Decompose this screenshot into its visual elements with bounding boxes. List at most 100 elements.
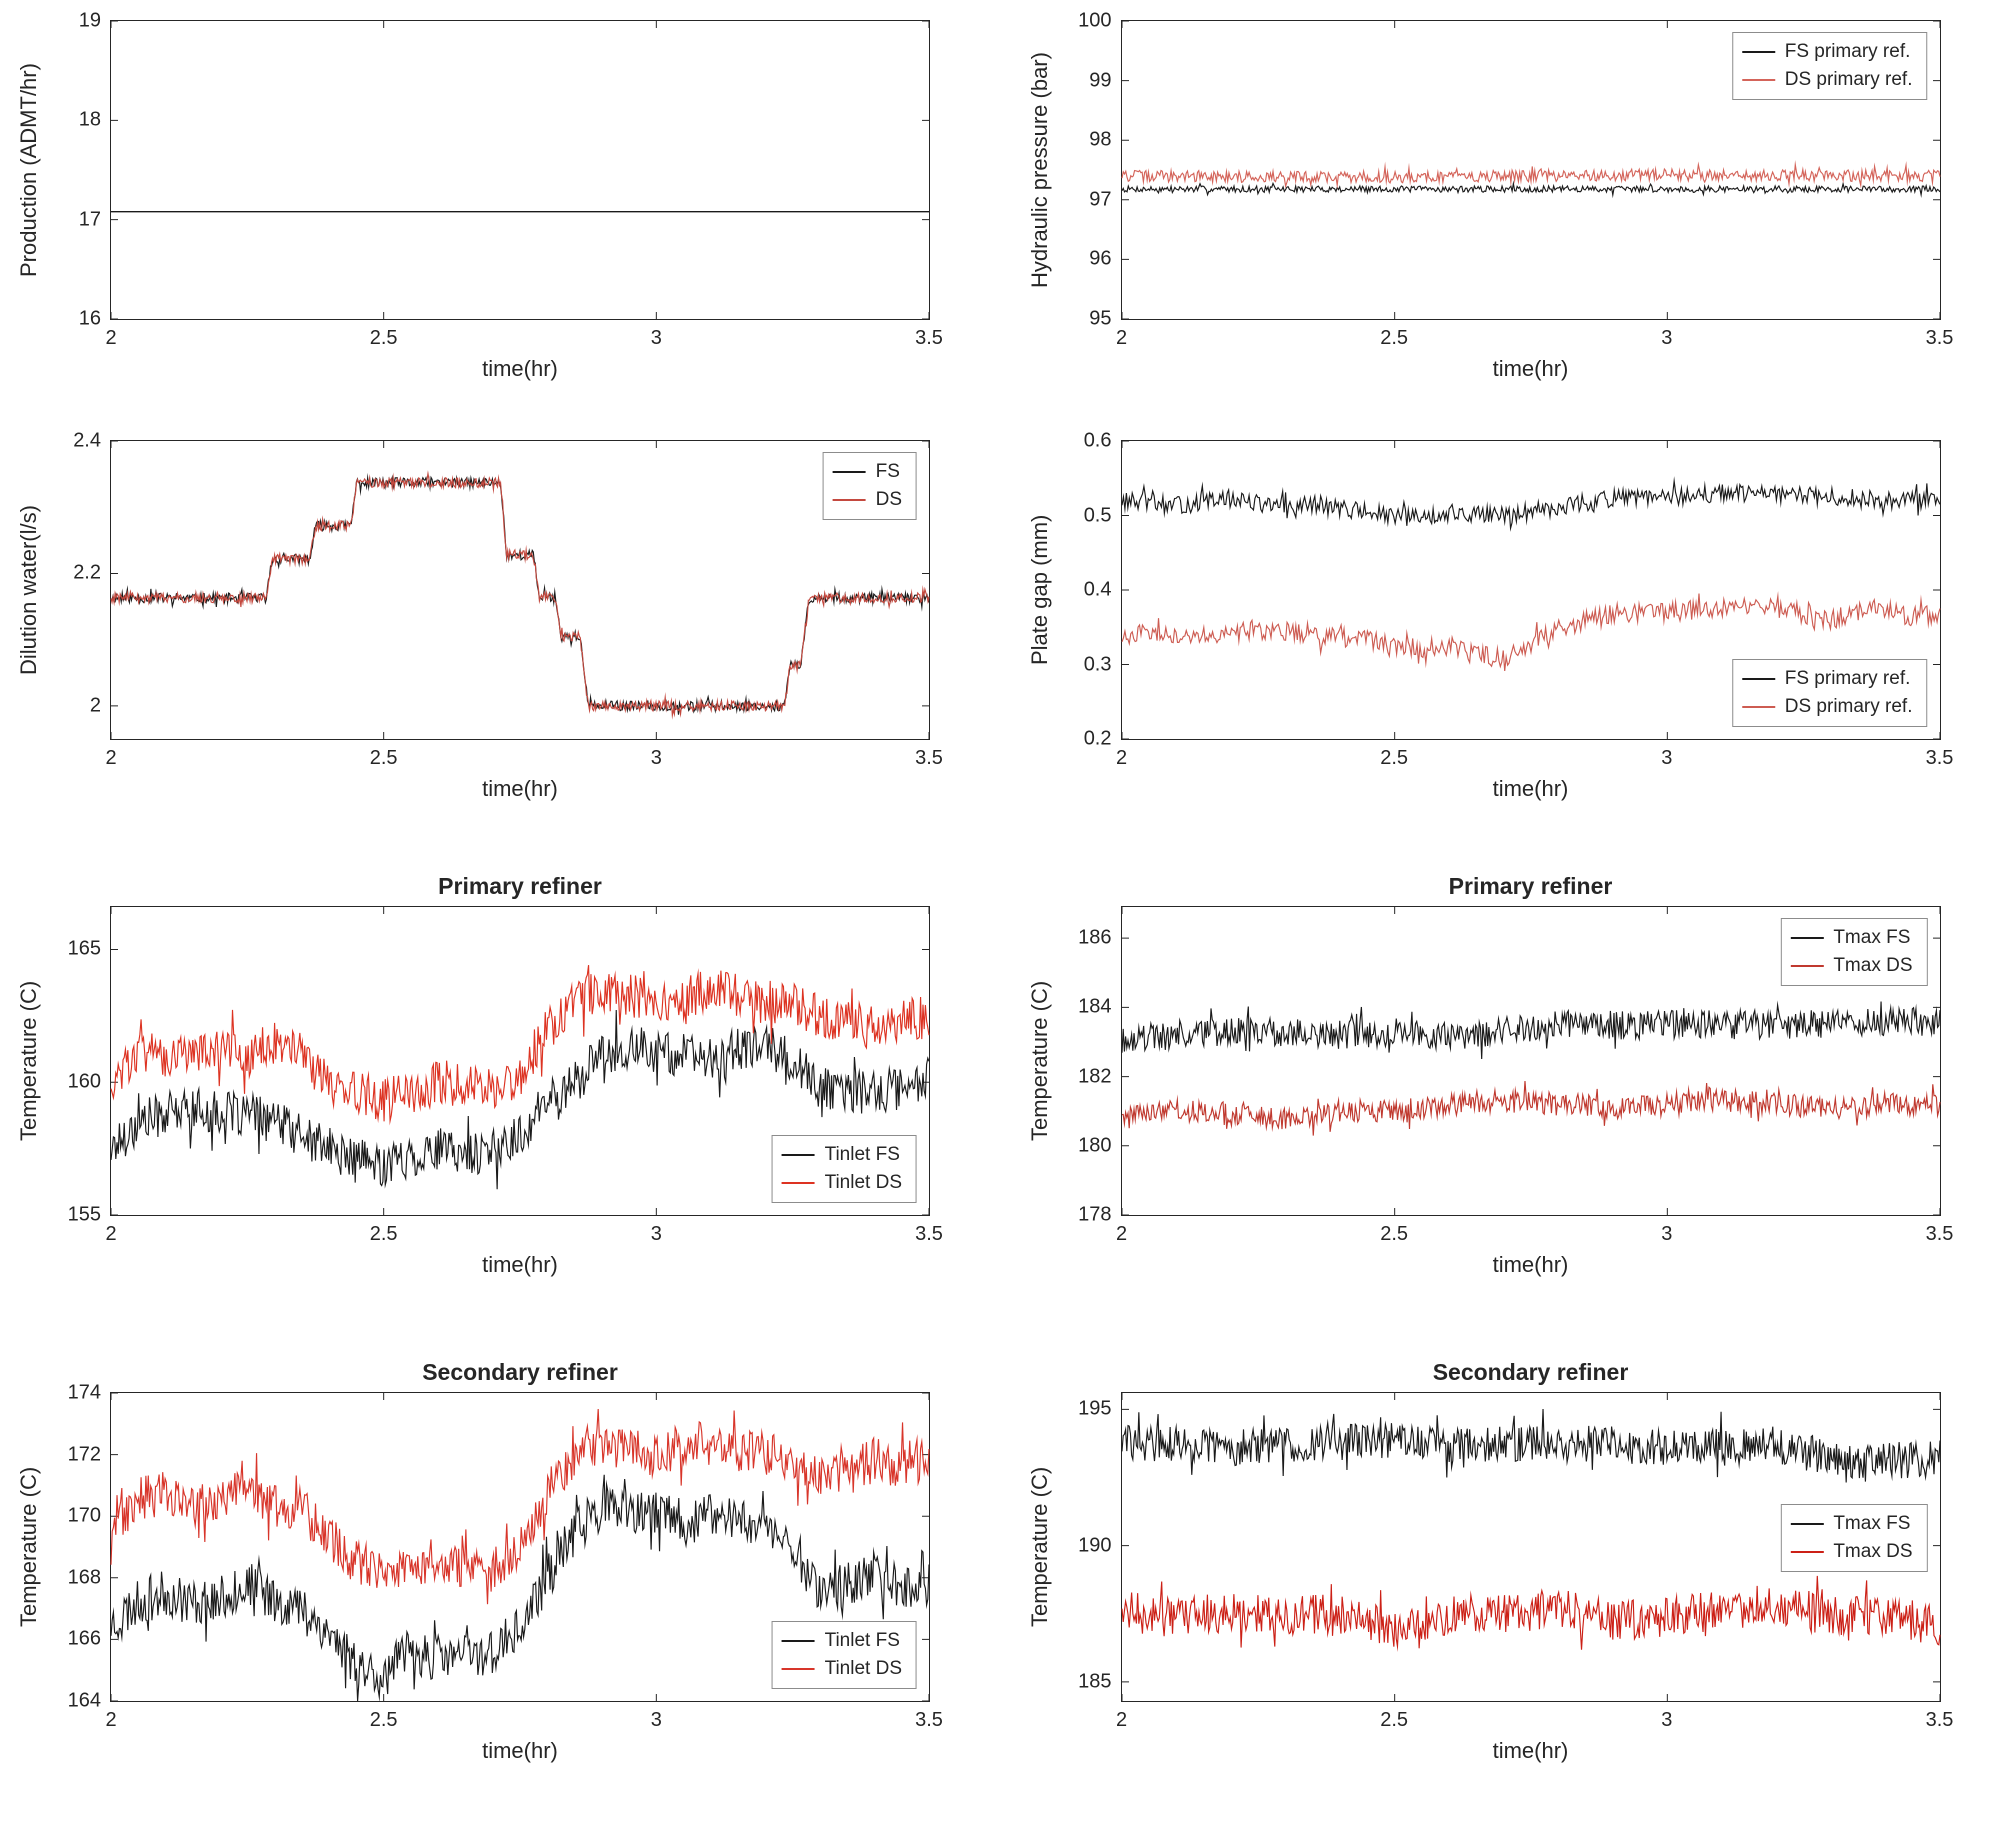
x-tick-label: 3.5 [915, 1709, 943, 1731]
y-tick-label: 16 [78, 307, 101, 330]
x-tick-label: 2.5 [1380, 747, 1409, 769]
x-tick-label: 2 [105, 1709, 117, 1731]
y-axis-label: Temperature (C) [16, 980, 41, 1142]
x-axis-label: time(hr) [482, 776, 558, 801]
legend-entry: Tinlet FS [781, 1627, 902, 1655]
x-tick-label: 2.5 [369, 327, 398, 349]
x-tick-label: 3.5 [1925, 1709, 1954, 1731]
plot-area: 2 2.5 3 3.5 178 180 182 184 186 Tmax FS Tmax DS [1057, 906, 1953, 1250]
legend-label: Tmax FS [1833, 1513, 1911, 1534]
x-tick-label: 2.5 [369, 1709, 398, 1731]
y-tick-label: 99 [1089, 69, 1112, 92]
x-axis-label: time(hr) [1492, 1252, 1569, 1277]
legend: Tmax FS Tmax DS [1780, 1504, 1928, 1572]
legend-line-sample-icon [832, 471, 866, 473]
x-axis-label: time(hr) [482, 1252, 558, 1277]
legend-line-sample-icon [1790, 937, 1824, 939]
plot-area: 2 2.5 3 3.5 155 160 165 Tinlet FS Tinlet DS [46, 906, 943, 1250]
chart-title: Primary refiner [1448, 873, 1613, 899]
plot-area: 2 2.5 3 3.5 2 2.2 2.4 FS DS [46, 430, 943, 774]
legend-entry: Tinlet DS [781, 1169, 902, 1197]
legend-entry: FS primary ref. [1741, 665, 1913, 693]
y-axis-label: Hydraulic pressure (bar) [1026, 52, 1052, 288]
y-tick-label: 2 [89, 694, 101, 717]
x-tick-label: 3.5 [915, 1223, 943, 1245]
x-tick-label: 3 [1661, 1223, 1673, 1245]
legend-entry: FS primary ref. [1741, 38, 1913, 66]
legend-entry: DS primary ref. [1741, 693, 1913, 721]
plot-area: 2 2.5 3 3.5 0.2 0.3 0.4 0.5 0.6 FS primary ref. DS… [1057, 430, 1954, 774]
legend-entry: Tinlet DS [781, 1655, 902, 1683]
y-tick-label: 100 [1078, 9, 1112, 32]
chart-primary-refiner-tmax: Primary refiner Temperature (C) 2 2.5 3 3.5… [1023, 856, 1988, 1342]
legend-label: Tmax DS [1833, 955, 1913, 976]
y-tick-label: 190 [1078, 1534, 1112, 1557]
x-tick-label: 2 [105, 1223, 117, 1245]
legend-label: Tinlet DS [824, 1658, 902, 1679]
x-tick-label: 2.5 [1380, 1709, 1409, 1731]
plot-canvas [110, 440, 930, 740]
plot-area: 2 2.5 3 3.5 185 190 195 Tmax FS Tmax DS [1057, 1392, 1953, 1736]
x-tick-label: 3.5 [915, 327, 943, 349]
plot-area: 2 2.5 3 3.5 95 96 97 98 99 100 FS primary ref. DS p… [1057, 10, 1953, 354]
y-tick-label: 170 [67, 1504, 101, 1527]
y-tick-label: 184 [1078, 995, 1112, 1018]
y-tick-label: 19 [78, 9, 101, 32]
legend-line-sample-icon [1741, 678, 1775, 680]
y-tick-label: 0.2 [1083, 727, 1112, 750]
y-tick-label: 185 [1078, 1670, 1112, 1693]
x-tick-label: 3 [650, 1709, 662, 1731]
y-tick-label: 165 [67, 937, 101, 960]
legend-line-sample-icon [832, 499, 866, 501]
legend-entry: DS [832, 486, 902, 514]
x-tick-label: 3 [1661, 1709, 1673, 1731]
y-axis-label: Plate gap (mm) [1026, 514, 1052, 666]
y-tick-label: 178 [1078, 1203, 1112, 1226]
y-tick-label: 186 [1078, 926, 1112, 949]
x-axis-label: time(hr) [1492, 356, 1569, 381]
x-tick-label: 3.5 [1925, 1223, 1954, 1245]
chart-production: Production (ADMT/hr) 2 2.5 3 3.5 16 17 18 19 ti… [12, 6, 977, 426]
legend-line-sample-icon [1741, 51, 1775, 53]
plot-area: 2 2.5 3 3.5 164 166 168 170 172 174 Tinlet FS Tinle… [46, 1382, 943, 1736]
x-tick-label: 3 [1661, 747, 1673, 769]
x-axis-label: time(hr) [1492, 1738, 1569, 1763]
legend-line-sample-icon [781, 1182, 815, 1184]
chart-title: Secondary refiner [422, 1359, 618, 1385]
legend-label: FS primary ref. [1784, 668, 1911, 689]
legend-entry: Tinlet FS [781, 1141, 902, 1169]
y-axis-label: Dilution water(l/s) [16, 505, 41, 675]
y-tick-label: 174 [67, 1381, 101, 1404]
x-tick-label: 3.5 [1925, 747, 1954, 769]
legend-label: Tmax FS [1833, 927, 1911, 948]
chart-secondary-refiner-tinlet: Secondary refiner Temperature (C) 2 2.5 3 3… [12, 1342, 977, 1828]
legend-line-sample-icon [781, 1668, 815, 1670]
chart-dilution-water: Dilution water(l/s) 2 2.5 3 3.5 2 2.2 2.4 FS DS … [12, 426, 977, 856]
x-tick-label: 3 [650, 747, 662, 769]
legend-label: DS [875, 489, 902, 510]
x-tick-label: 2.5 [369, 747, 398, 769]
x-tick-label: 2 [1115, 1709, 1128, 1731]
legend: FS primary ref. DS primary ref. [1731, 659, 1928, 727]
x-tick-label: 2 [105, 747, 117, 769]
x-axis-label: time(hr) [482, 1738, 558, 1763]
chart-title: Primary refiner [438, 873, 602, 899]
y-tick-label: 18 [78, 108, 101, 131]
legend-line-sample-icon [1790, 1551, 1824, 1553]
legend: Tinlet FS Tinlet DS [771, 1621, 917, 1689]
y-tick-label: 17 [78, 208, 101, 231]
legend: Tmax FS Tmax DS [1780, 918, 1928, 986]
legend-line-sample-icon [781, 1640, 815, 1642]
y-axis-label: Temperature (C) [1026, 980, 1052, 1142]
y-axis-label: Temperature (C) [1026, 1466, 1052, 1628]
y-tick-label: 168 [67, 1566, 101, 1589]
y-tick-label: 160 [67, 1070, 101, 1093]
y-tick-label: 0.6 [1083, 429, 1112, 452]
x-tick-label: 3 [650, 327, 662, 349]
legend-label: FS primary ref. [1784, 41, 1911, 62]
y-tick-label: 2.4 [73, 429, 101, 452]
chart-plate-gap: Plate gap (mm) 2 2.5 3 3.5 0.2 0.3 0.4 0.5 0.6 FS… [1023, 426, 1988, 856]
y-tick-label: 164 [67, 1689, 101, 1712]
y-axis-label: Temperature (C) [16, 1466, 41, 1628]
